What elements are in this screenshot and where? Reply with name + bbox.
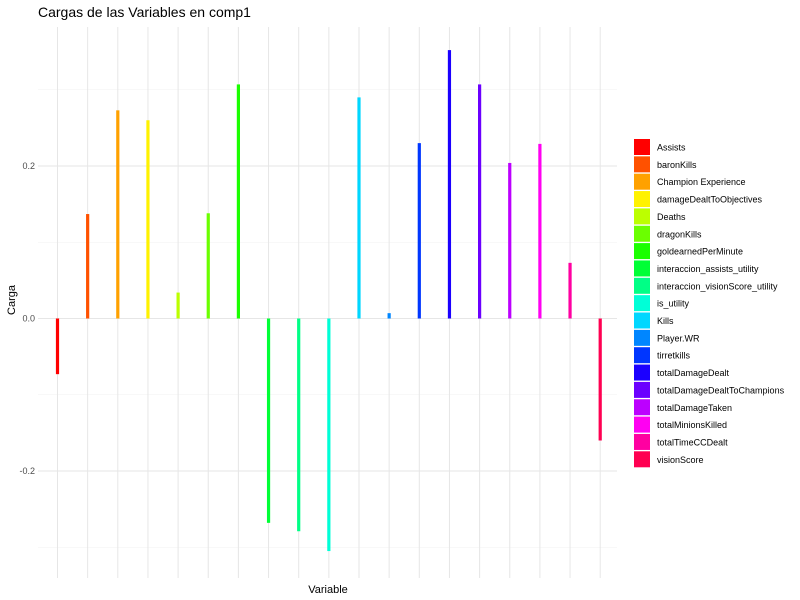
- legend-label: is_utility: [657, 299, 690, 309]
- bar: [598, 318, 602, 441]
- bar: [176, 292, 180, 319]
- bar: [327, 318, 331, 552]
- legend-label: goldearnedPerMinute: [657, 247, 743, 257]
- legend-label: Champion Experience: [657, 177, 746, 187]
- bar: [508, 162, 512, 319]
- legend-swatch: [634, 347, 650, 364]
- legend-label: Player.WR: [657, 333, 700, 343]
- legend-swatch: [634, 191, 650, 208]
- bar: [236, 84, 240, 319]
- bar: [417, 143, 421, 319]
- legend-label: tirretkills: [657, 351, 690, 361]
- legend-swatch: [634, 416, 650, 433]
- bar: [538, 143, 542, 319]
- y-tick-label: 0.2: [22, 161, 35, 171]
- bar: [116, 110, 120, 319]
- legend-label: dragonKills: [657, 229, 702, 239]
- bar: [447, 50, 452, 319]
- bar: [266, 318, 271, 523]
- legend-swatch: [634, 295, 650, 312]
- bar: [297, 318, 301, 532]
- legend-swatch: [634, 399, 650, 416]
- legend-label: totalDamageDealtToChampions: [657, 385, 785, 395]
- legend-swatch: [634, 277, 650, 294]
- legend-label: interaccion_visionScore_utility: [657, 281, 778, 291]
- legend-label: totalTimeCCDealt: [657, 437, 728, 447]
- legend-swatch: [634, 243, 650, 260]
- legend-swatch: [634, 381, 650, 398]
- bar: [568, 262, 572, 319]
- bar: [86, 214, 90, 319]
- y-tick-label: -0.2: [19, 466, 35, 476]
- legend-label: totalDamageDealt: [657, 368, 730, 378]
- legend-label: baronKills: [657, 160, 697, 170]
- legend-swatch: [634, 156, 650, 173]
- legend-label: damageDealtToObjectives: [657, 195, 763, 205]
- legend-swatch: [634, 329, 650, 346]
- legend: Assists baronKills Champion Experience dama…: [634, 139, 785, 468]
- legend-swatch: [634, 433, 650, 450]
- legend-swatch: [634, 451, 650, 468]
- bar: [478, 84, 482, 319]
- legend-swatch: [634, 364, 650, 381]
- legend-swatch: [634, 173, 650, 190]
- x-axis-title: Variable: [308, 584, 348, 596]
- bar: [55, 318, 60, 375]
- legend-label: totalMinionsKilled: [657, 420, 727, 430]
- legend-label: visionScore: [657, 455, 704, 465]
- legend-swatch: [634, 139, 650, 155]
- y-tick-labels: -0.2 0.0 0.2: [19, 161, 35, 476]
- legend-label: Assists: [657, 143, 686, 153]
- legend-label: interaccion_assists_utility: [657, 264, 759, 274]
- bar: [357, 97, 361, 319]
- bars: [55, 50, 602, 552]
- legend-swatch: [634, 208, 650, 225]
- chart-title: Cargas de las Variables en comp1: [38, 4, 251, 20]
- legend-label: totalDamageTaken: [657, 403, 732, 413]
- legend-swatch: [634, 260, 650, 277]
- y-tick-label: 0.0: [22, 314, 35, 324]
- legend-label: Kills: [657, 316, 674, 326]
- legend-swatch: [634, 312, 650, 329]
- legend-label: Deaths: [657, 212, 686, 222]
- y-axis-title: Carga: [6, 284, 18, 315]
- legend-swatch: [634, 225, 650, 242]
- bar: [146, 120, 150, 319]
- bar: [387, 313, 391, 319]
- bar: [206, 213, 210, 319]
